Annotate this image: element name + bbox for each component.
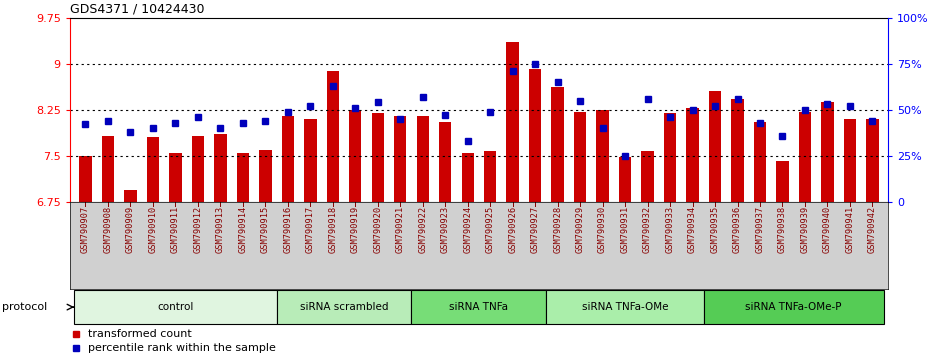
- Bar: [704, 290, 884, 324]
- Text: GSM790908: GSM790908: [103, 206, 113, 253]
- Bar: [147, 137, 159, 202]
- Bar: [237, 153, 249, 202]
- Bar: [844, 119, 857, 202]
- Text: GSM790911: GSM790911: [171, 206, 179, 253]
- Bar: [664, 113, 676, 202]
- Bar: [618, 157, 631, 202]
- Text: GSM790918: GSM790918: [328, 206, 338, 253]
- Text: GSM790939: GSM790939: [801, 206, 809, 253]
- Bar: [866, 119, 879, 202]
- Text: GSM790914: GSM790914: [238, 206, 247, 253]
- Bar: [349, 110, 362, 202]
- Text: GSM790932: GSM790932: [643, 206, 652, 253]
- Bar: [439, 122, 451, 202]
- Text: GSM790940: GSM790940: [823, 206, 832, 253]
- Text: control: control: [157, 302, 193, 312]
- Bar: [799, 112, 811, 202]
- Text: GSM790942: GSM790942: [868, 206, 877, 253]
- Bar: [417, 116, 429, 202]
- Text: GSM790935: GSM790935: [711, 206, 720, 253]
- Text: GSM790907: GSM790907: [81, 206, 90, 253]
- Text: GSM790933: GSM790933: [666, 206, 674, 253]
- Bar: [372, 113, 384, 202]
- Text: GSM790930: GSM790930: [598, 206, 607, 253]
- Text: GSM790919: GSM790919: [351, 206, 360, 253]
- Bar: [276, 290, 411, 324]
- Text: GSM790934: GSM790934: [688, 206, 698, 253]
- Text: GSM790931: GSM790931: [620, 206, 630, 253]
- Text: GSM790936: GSM790936: [733, 206, 742, 253]
- Text: GSM790916: GSM790916: [284, 206, 292, 253]
- Bar: [214, 134, 227, 202]
- Bar: [192, 136, 204, 202]
- Text: transformed count: transformed count: [87, 329, 192, 339]
- Text: GSM790909: GSM790909: [126, 206, 135, 253]
- Text: protocol: protocol: [2, 302, 47, 312]
- Bar: [394, 116, 406, 202]
- Bar: [326, 71, 339, 202]
- Bar: [821, 102, 833, 202]
- Bar: [461, 153, 474, 202]
- Text: GSM790920: GSM790920: [373, 206, 382, 253]
- Bar: [169, 153, 181, 202]
- Text: GSM790928: GSM790928: [553, 206, 562, 253]
- Bar: [754, 122, 766, 202]
- Text: siRNA scrambled: siRNA scrambled: [299, 302, 389, 312]
- Text: GSM790929: GSM790929: [576, 206, 585, 253]
- Text: GSM790941: GSM790941: [845, 206, 855, 253]
- Bar: [551, 87, 564, 202]
- Text: GSM790925: GSM790925: [485, 206, 495, 253]
- Text: GSM790937: GSM790937: [755, 206, 764, 253]
- Bar: [507, 42, 519, 202]
- Text: GDS4371 / 10424430: GDS4371 / 10424430: [70, 2, 205, 15]
- Bar: [259, 150, 272, 202]
- Text: GSM790917: GSM790917: [306, 206, 315, 253]
- Bar: [411, 290, 547, 324]
- Bar: [686, 108, 698, 202]
- Bar: [547, 290, 704, 324]
- Text: GSM790923: GSM790923: [441, 206, 450, 253]
- Bar: [484, 151, 497, 202]
- Text: siRNA TNFa-OMe: siRNA TNFa-OMe: [582, 302, 669, 312]
- Text: GSM790913: GSM790913: [216, 206, 225, 253]
- Bar: [125, 189, 137, 202]
- Bar: [304, 119, 316, 202]
- Text: GSM790924: GSM790924: [463, 206, 472, 253]
- Bar: [282, 116, 294, 202]
- Text: GSM790910: GSM790910: [149, 206, 157, 253]
- Bar: [74, 290, 276, 324]
- Bar: [574, 112, 586, 202]
- Text: GSM790915: GSM790915: [260, 206, 270, 253]
- Text: siRNA TNFa-OMe-P: siRNA TNFa-OMe-P: [746, 302, 842, 312]
- Text: GSM790938: GSM790938: [778, 206, 787, 253]
- Bar: [709, 91, 721, 202]
- Bar: [79, 156, 92, 202]
- Bar: [529, 69, 541, 202]
- Text: GSM790927: GSM790927: [531, 206, 539, 253]
- Text: GSM790921: GSM790921: [396, 206, 405, 253]
- Text: GSM790926: GSM790926: [508, 206, 517, 253]
- Bar: [101, 136, 114, 202]
- Text: GSM790922: GSM790922: [418, 206, 427, 253]
- Text: siRNA TNFa: siRNA TNFa: [449, 302, 509, 312]
- Bar: [777, 161, 789, 202]
- Bar: [596, 110, 609, 202]
- Bar: [642, 151, 654, 202]
- Text: GSM790912: GSM790912: [193, 206, 203, 253]
- Bar: [731, 99, 744, 202]
- Text: percentile rank within the sample: percentile rank within the sample: [87, 343, 275, 353]
